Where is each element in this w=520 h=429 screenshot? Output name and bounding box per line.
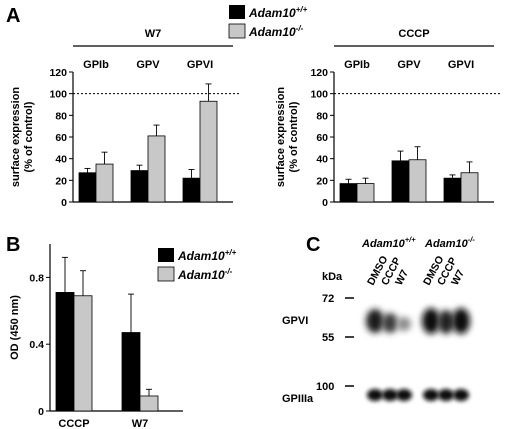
category-label: W7: [132, 418, 149, 429]
row-label-gpvi: GPVI: [282, 315, 308, 327]
gpiiia-bands: [367, 389, 469, 401]
bar: [182, 177, 201, 203]
panel-c-label: C: [306, 234, 320, 256]
marker-72-label: 72: [322, 293, 334, 305]
panel-b-label: B: [6, 234, 20, 256]
bar: [95, 163, 114, 203]
blot-group-wt: Adam10+/+: [361, 235, 416, 250]
panel-a-label: A: [6, 5, 20, 27]
kda-label: kDa: [322, 271, 343, 283]
y-tick-label: 0: [38, 406, 44, 418]
bar: [121, 332, 141, 412]
chart-a-cccp: 0 20 40 60 80 100 120 surface expression (% of c…: [275, 28, 502, 209]
y-tick-label: 100: [310, 89, 328, 101]
y-tick-label: 0.4: [29, 339, 44, 351]
group-label: W7: [145, 28, 162, 40]
category-label: GPV: [136, 59, 160, 71]
y-tick-label: 0: [322, 197, 328, 209]
gpvi-band-wt-dmso: [366, 309, 384, 333]
gpvi-band-wt-w7: [397, 317, 411, 331]
bar: [139, 395, 159, 412]
bar: [73, 295, 93, 412]
legend-b-ko-swatch: [157, 266, 175, 282]
y-axis-title-line1: surface expression: [10, 87, 22, 188]
y-tick-label: 20: [316, 175, 328, 187]
bar: [443, 177, 462, 203]
gpvi-band-wt-cccp: [382, 313, 398, 333]
y-tick-label: 60: [316, 132, 328, 144]
y-axis-title-line2: (% of control): [288, 101, 300, 172]
gpvi-bands: [366, 308, 470, 334]
row-label-gpiiia: GPIIIa: [282, 393, 314, 405]
legend-a-ko-label: Adam10-/-: [248, 24, 304, 39]
legend-a-ko-swatch: [228, 23, 246, 39]
gpvi-band-ko-dmso: [422, 308, 440, 334]
y-tick-label: 0: [61, 197, 67, 209]
legend-a-wt-swatch: [229, 5, 245, 19]
bar: [199, 100, 218, 203]
y-tick-label: 120: [49, 67, 67, 79]
category-label: GPVI: [187, 59, 213, 71]
marker-55-label: 55: [322, 332, 334, 344]
category-label: GPIb: [344, 59, 370, 71]
y-tick-label: 20: [55, 175, 67, 187]
y-tick-label: 100: [49, 89, 67, 101]
bar: [339, 183, 358, 203]
bar: [408, 159, 427, 203]
legend-b-wt-swatch: [158, 248, 174, 262]
category-label: GPV: [397, 59, 421, 71]
chart-b: 0 0.4 0.8 OD (450 nm) CCCP W7 Adam10+/+ Adam10-…: [9, 244, 237, 429]
bar: [130, 170, 149, 203]
gpvi-band-ko-cccp: [438, 310, 454, 334]
bar: [78, 172, 97, 203]
gpiiia-band-2: [382, 389, 398, 401]
group-label: CCCP: [398, 28, 429, 40]
y-axis-title-line1: surface expression: [275, 87, 287, 188]
gpiiia-band-1: [367, 389, 383, 401]
y-tick-label: 0.8: [29, 272, 44, 284]
y-axis-title-line2: (% of control): [23, 101, 35, 172]
y-tick-label: 60: [55, 132, 67, 144]
bar: [460, 172, 479, 203]
bar: [55, 292, 75, 412]
category-label: GPIb: [83, 59, 109, 71]
y-tick-label: 80: [55, 110, 67, 122]
bar: [147, 135, 166, 203]
gpiiia-band-3: [396, 389, 412, 401]
gpvi-band-ko-w7: [452, 308, 470, 334]
y-tick-label: 40: [316, 154, 328, 166]
y-tick-label: 40: [55, 154, 67, 166]
bar: [356, 183, 375, 203]
y-tick-label: 120: [310, 67, 328, 79]
bar: [391, 160, 410, 203]
legend-b-ko-label: Adam10-/-: [177, 267, 233, 282]
gpiiia-band-4: [423, 389, 439, 401]
legend-a: Adam10+/+ Adam10-/-: [228, 5, 308, 39]
gpiiia-band-6: [453, 389, 469, 401]
blot-group-ko: Adam10-/-: [424, 235, 475, 250]
y-tick-label: 80: [316, 110, 328, 122]
chart-a-w7: 0 20 40 60 80 100 120 surface expression (% of c…: [10, 28, 241, 209]
marker-100-label: 100: [316, 381, 334, 393]
category-label: GPVI: [448, 59, 474, 71]
legend-b-wt-label: Adam10+/+: [177, 248, 237, 263]
y-axis-title: OD (450 nm): [9, 295, 21, 360]
legend-a-wt-label: Adam10+/+: [248, 5, 308, 20]
gpiiia-band-5: [438, 389, 454, 401]
category-label: CCCP: [58, 418, 89, 429]
